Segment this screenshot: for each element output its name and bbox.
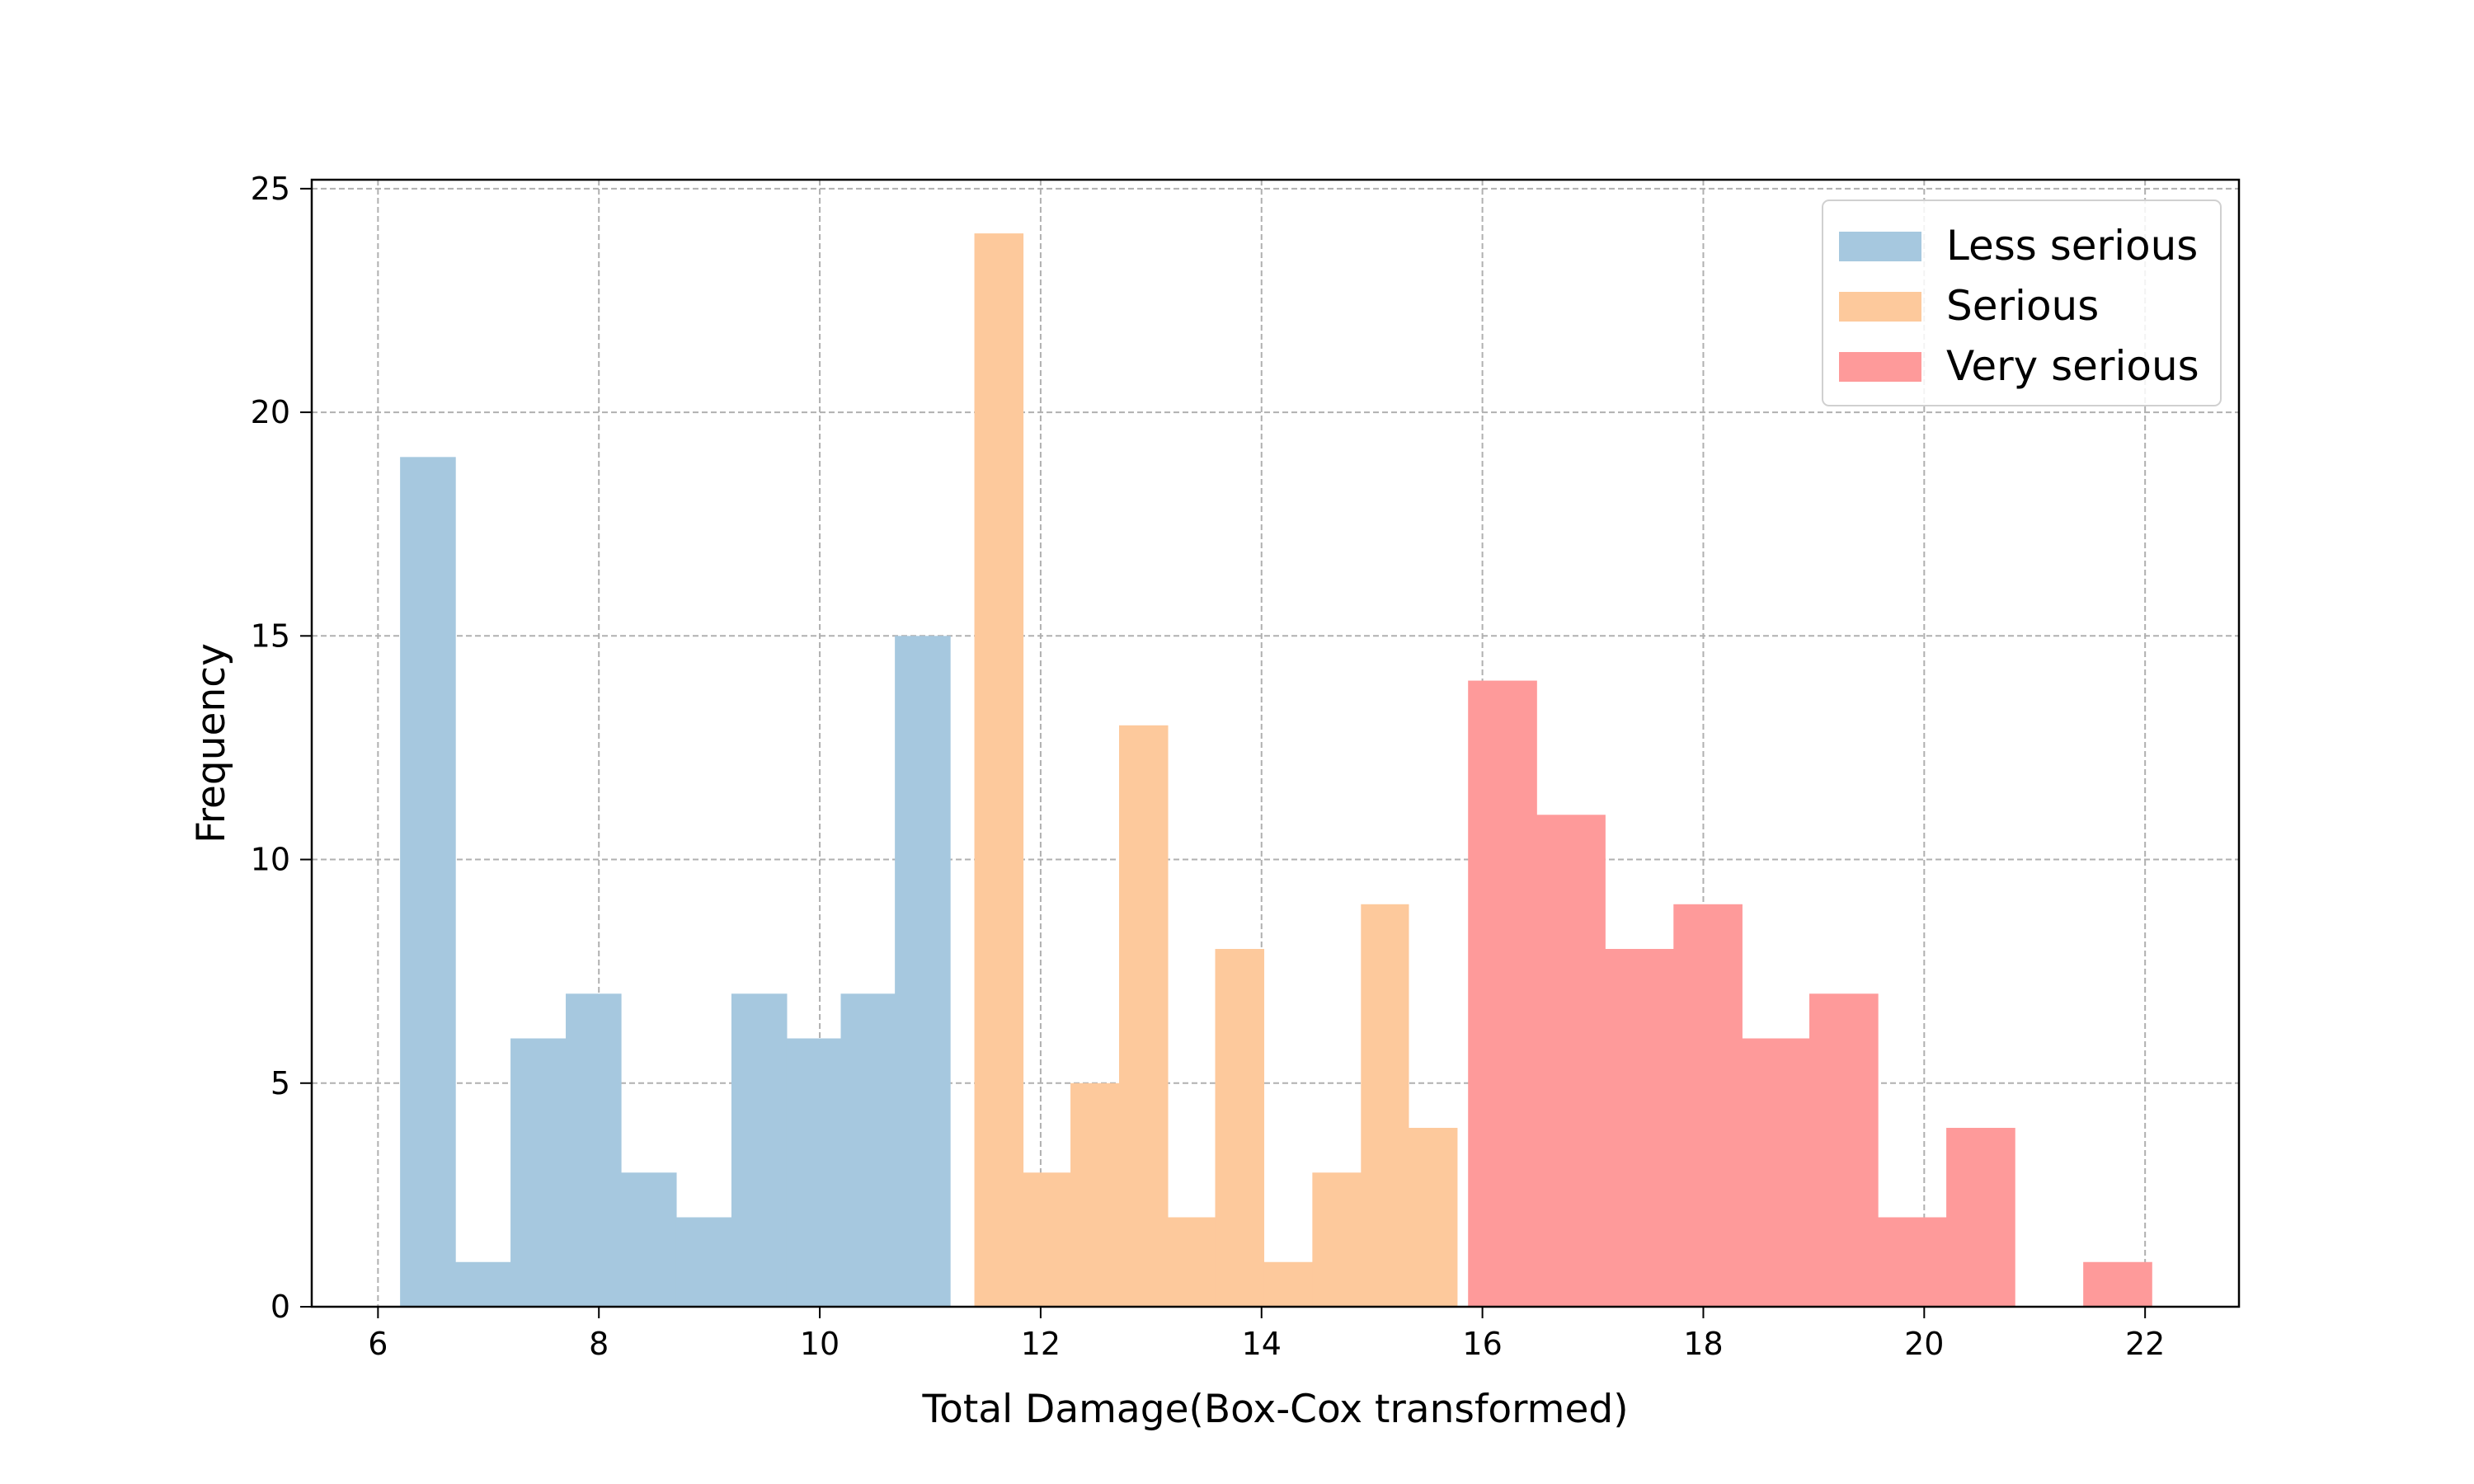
histogram-bar	[400, 457, 456, 1307]
histogram-bar	[620, 1172, 677, 1307]
x-axis-label: Total Damage(Box-Cox transformed)	[921, 1387, 1628, 1432]
legend-swatch	[1839, 292, 1921, 322]
histogram-bar	[895, 636, 951, 1307]
x-tick-label: 22	[2125, 1326, 2165, 1362]
histogram-bar	[2083, 1261, 2152, 1307]
histogram-bar	[566, 993, 622, 1307]
x-tick-label: 12	[1021, 1326, 1061, 1362]
y-tick-label: 5	[270, 1065, 290, 1101]
series-1-bars	[974, 233, 1458, 1308]
histogram-bar	[1023, 1172, 1071, 1307]
x-tick-label: 18	[1683, 1326, 1723, 1362]
y-axis-label: Frequency	[189, 643, 234, 843]
histogram-bar	[1118, 725, 1169, 1307]
x-tick-label: 8	[589, 1326, 609, 1362]
histogram-bar	[455, 1261, 511, 1307]
legend-label: Very serious	[1946, 342, 2199, 390]
x-tick-label: 20	[1904, 1326, 1944, 1362]
histogram-bar	[1408, 1128, 1458, 1307]
histogram-bars	[400, 233, 2152, 1308]
y-axis: 0 5 10 15 20 25	[251, 171, 312, 1325]
histogram-bar	[1878, 1217, 1947, 1307]
x-tick-label: 10	[800, 1326, 840, 1362]
histogram-bar	[840, 993, 896, 1307]
plot-area-frame	[310, 178, 2241, 1308]
x-axis: 6 8 10 12 14 16 18 20 22	[368, 1307, 2165, 1362]
legend-swatch	[1839, 232, 1921, 261]
y-tick-label: 10	[251, 842, 290, 878]
y-tick-label: 0	[270, 1289, 290, 1325]
legend: Less serious Serious Very serious	[1822, 200, 2222, 406]
histogram-bar	[1673, 904, 1743, 1307]
y-tick-label: 15	[251, 618, 290, 654]
histogram-bar	[1605, 949, 1674, 1307]
x-tick-label: 6	[368, 1326, 388, 1362]
x-tick-label: 14	[1242, 1326, 1282, 1362]
y-tick-label: 20	[251, 394, 290, 430]
legend-box	[1822, 200, 2222, 406]
histogram-bar	[1312, 1172, 1362, 1307]
legend-label: Less serious	[1946, 222, 2198, 270]
x-tick-label: 16	[1462, 1326, 1502, 1362]
histogram-bar	[1468, 680, 1537, 1307]
histogram-bar	[1070, 1082, 1120, 1307]
y-tick-label: 25	[251, 171, 290, 207]
histogram-bar	[786, 1038, 842, 1307]
histogram-bar	[675, 1217, 732, 1307]
histogram-bar	[1742, 1038, 1810, 1307]
histogram-bar	[731, 993, 788, 1307]
histogram-bar	[974, 233, 1024, 1308]
series-0-bars	[400, 457, 951, 1307]
legend-label: Serious	[1946, 282, 2099, 330]
histogram-bar	[1215, 949, 1265, 1307]
grid	[312, 180, 2239, 1308]
histogram-bar	[510, 1038, 567, 1307]
histogram-bar	[1167, 1217, 1216, 1307]
legend-swatch	[1839, 352, 1921, 382]
histogram-bar	[1361, 904, 1409, 1307]
histogram-bar	[1536, 815, 1606, 1307]
histogram-bar	[1263, 1261, 1313, 1307]
series-2-bars	[1468, 680, 2152, 1307]
histogram-bar	[1946, 1128, 2015, 1307]
histogram-bar	[1809, 993, 1879, 1307]
